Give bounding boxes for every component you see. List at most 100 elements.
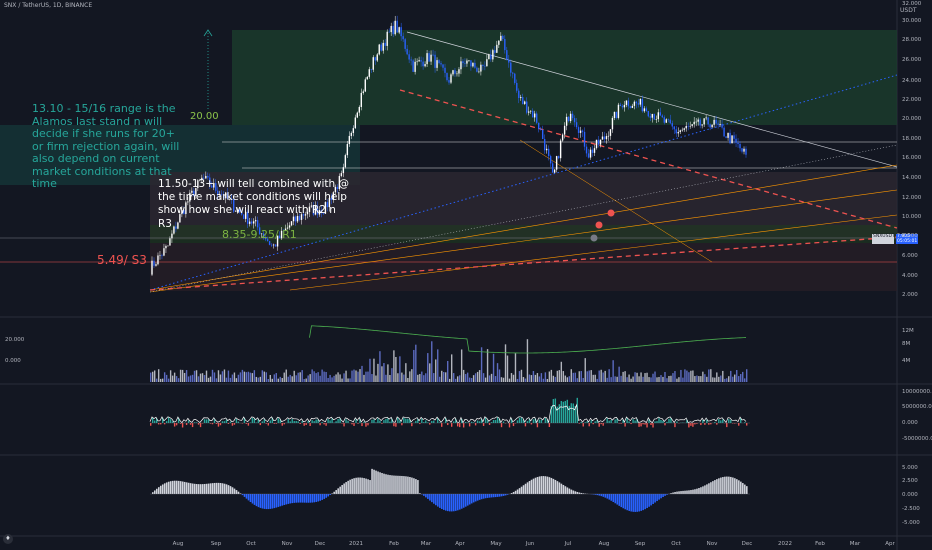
r1-label: 8.35-9.25/ R1 — [222, 228, 297, 241]
volume-bar — [241, 369, 244, 382]
volume-bar — [235, 378, 238, 382]
momentum-bar — [357, 477, 359, 494]
candle — [336, 186, 339, 189]
chart-header: SNX / TetherUS, 1D, BINANCE — [4, 2, 93, 9]
candle — [388, 31, 390, 33]
volume-bar — [622, 371, 624, 382]
oscillator-bar — [405, 418, 407, 423]
volume-bar — [640, 372, 642, 382]
momentum-tick-label: -2.500 — [902, 506, 920, 512]
oscillator-bar — [714, 422, 716, 423]
candle — [221, 194, 223, 196]
momentum-bar — [460, 494, 463, 509]
momentum-bar — [686, 490, 688, 494]
volume-bar — [161, 378, 164, 382]
oscillator-bar — [375, 422, 377, 423]
volume-bar — [558, 370, 561, 382]
r1-zone — [150, 225, 897, 243]
oscillator-bar — [682, 422, 684, 423]
momentum-bar — [724, 476, 726, 494]
volume-bar — [311, 369, 313, 382]
candle — [376, 54, 378, 61]
volume-bar — [630, 378, 632, 382]
momentum-bar — [516, 489, 519, 494]
momentum-bar — [221, 483, 224, 494]
volume-bar — [522, 377, 525, 382]
candle — [731, 135, 733, 144]
volume-bar — [445, 372, 447, 382]
oscillator-bar — [540, 419, 543, 423]
tradingview-logo-icon[interactable]: ♦ — [3, 534, 13, 544]
volume-bar — [722, 370, 724, 382]
momentum-bar — [403, 476, 405, 494]
volume-bar — [588, 370, 590, 382]
oscillator-bar — [726, 423, 728, 428]
volume-bar — [299, 372, 301, 382]
momentum-bar — [215, 482, 218, 494]
volume-bar — [684, 369, 686, 382]
candle — [595, 139, 598, 149]
oscillator-bar — [496, 417, 499, 423]
candle — [374, 57, 376, 61]
oscillator-bar — [638, 423, 640, 427]
candle — [416, 61, 418, 63]
oscillator-bar — [646, 423, 648, 428]
oscillator-bar — [456, 423, 459, 427]
volume-bar — [552, 375, 555, 382]
momentum-bar — [640, 494, 642, 511]
volume-bar — [369, 358, 371, 382]
uptrend-line — [149, 164, 898, 291]
volume-bar — [514, 353, 517, 382]
candle — [450, 74, 452, 83]
candle — [581, 130, 584, 132]
candle — [282, 230, 285, 232]
candle — [639, 98, 642, 105]
volume-bar — [594, 374, 596, 382]
candle — [217, 190, 219, 195]
momentum-bar — [375, 470, 377, 494]
oscillator-bar — [608, 420, 610, 423]
oscillator-bar — [231, 423, 234, 426]
momentum-bar — [311, 494, 314, 503]
volume-bar — [728, 376, 730, 382]
time-tick-label: Feb — [815, 541, 825, 547]
oscillator-bar — [199, 423, 202, 428]
oscillator-bar — [530, 423, 533, 425]
candle — [480, 64, 482, 72]
volume-bar — [614, 376, 616, 382]
oscillator-bar — [429, 423, 431, 425]
volume-bar — [297, 372, 299, 382]
volume-bar — [698, 376, 700, 382]
candle — [488, 54, 490, 60]
candle — [153, 260, 155, 266]
oscillator-bar — [251, 417, 254, 423]
momentum-bar — [449, 494, 451, 512]
oscillator-bar — [560, 400, 563, 423]
oscillator-bar — [203, 419, 206, 423]
candle — [442, 64, 444, 68]
momentum-bar — [389, 475, 391, 494]
volume-bar — [153, 370, 156, 382]
candle — [165, 245, 167, 249]
oscillator-bar — [339, 418, 341, 423]
volume-bar — [716, 372, 718, 382]
momentum-bar — [638, 494, 640, 512]
momentum-bar — [265, 494, 268, 510]
candle — [452, 70, 454, 75]
candle — [332, 192, 335, 200]
volume-bar — [259, 376, 262, 382]
momentum-bar — [201, 484, 204, 494]
volume-bar — [395, 356, 397, 382]
momentum-bar — [464, 494, 467, 507]
volume-bar — [183, 372, 186, 382]
momentum-bar — [305, 494, 308, 503]
oscillator-bar — [353, 423, 355, 426]
volume-bar — [413, 349, 415, 382]
volume-bar — [317, 372, 319, 382]
candle — [697, 119, 699, 122]
oscillator-bar — [620, 423, 622, 424]
momentum-bar — [329, 494, 331, 495]
oscillator-bar — [307, 420, 309, 423]
oscillator-bar — [423, 422, 425, 423]
